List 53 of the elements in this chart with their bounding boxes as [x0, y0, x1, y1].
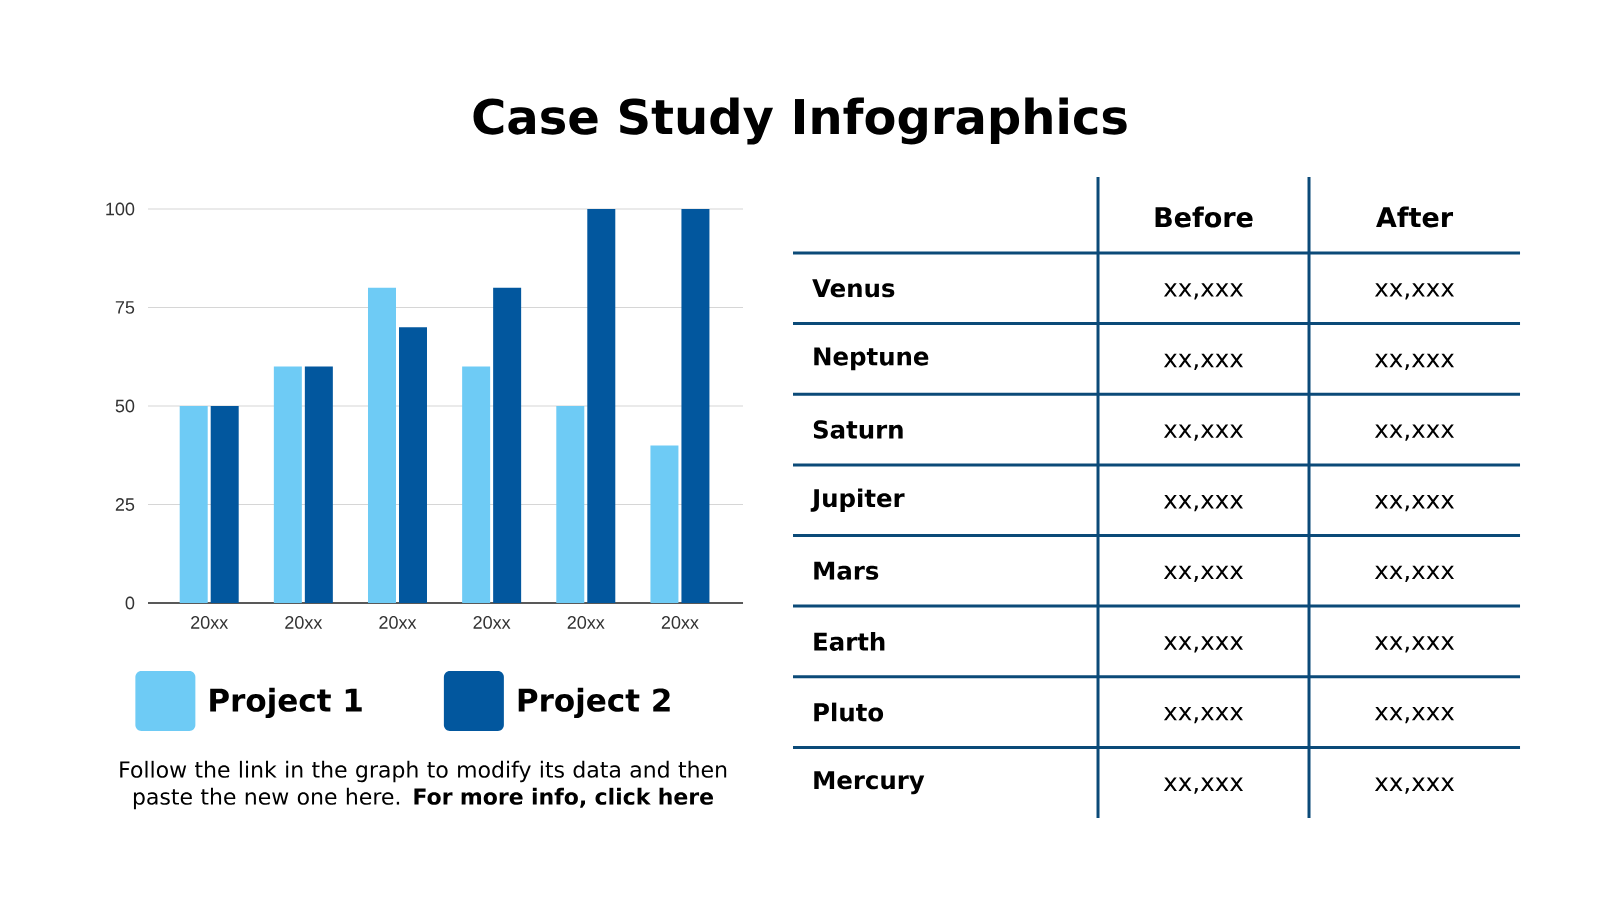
bar [304, 366, 333, 603]
x-tick-label: 20xx [191, 616, 229, 629]
bar [650, 445, 679, 603]
bar [493, 287, 522, 603]
category-label: Venus [812, 279, 895, 298]
category-label: Saturn [813, 420, 903, 439]
text: xx,xxx [1163, 777, 1244, 794]
legend-label: Project 2 [518, 687, 670, 719]
y-tick-label: 75 [115, 301, 135, 314]
bar [681, 209, 710, 603]
text: xx,xxx [1163, 424, 1244, 441]
category-label: Pluto [814, 702, 884, 722]
x-tick-label: 20xx [379, 616, 417, 629]
bar [462, 366, 491, 603]
bar [273, 366, 302, 603]
text: xx,xxx [1374, 424, 1455, 441]
text: xx,xxx [1163, 495, 1244, 512]
text: xx,xxx [1374, 495, 1455, 512]
category-label: After [1376, 206, 1454, 228]
y-tick-label: 0 [125, 596, 135, 610]
text: xx,xxx [1163, 636, 1244, 653]
text: xx,xxx [1374, 565, 1455, 582]
bar [587, 209, 616, 603]
x-tick-label: 20xx [473, 616, 511, 629]
x-tick-label: 20xx [661, 616, 699, 629]
category-label: Mars [814, 561, 879, 580]
category-label: Mercury [814, 771, 925, 795]
text: xx,xxx [1374, 636, 1455, 653]
category-label: Before [1155, 206, 1253, 228]
text: xx,xxx [1163, 706, 1244, 724]
x-tick-label: 20xx [567, 616, 605, 629]
text: xx,xxx [1374, 777, 1455, 794]
y-tick-label: 25 [115, 498, 135, 511]
category-label: Jupiter [810, 488, 905, 512]
chart-title: Case Study Infographics [473, 97, 1127, 145]
y-tick-label: 100 [106, 202, 135, 216]
y-tick-label: 50 [115, 399, 135, 413]
bar [179, 406, 208, 603]
text: Follow the link in the graph to modify its data and then paste the new one here. For more info, click here [120, 760, 727, 810]
text: xx,xxx [1163, 353, 1244, 371]
text: xx,xxx [1374, 283, 1455, 300]
x-tick-label: 20xx [285, 616, 323, 629]
bar [367, 287, 396, 603]
text: xx,xxx [1163, 283, 1244, 300]
text: xx,xxx [1374, 353, 1455, 371]
text: xx,xxx [1374, 706, 1455, 724]
category-label: Neptune [814, 347, 929, 371]
bar [210, 406, 239, 603]
category-label: Earth [814, 632, 885, 651]
legend-label: Project 1 [210, 687, 362, 719]
text: xx,xxx [1163, 565, 1244, 582]
bar [398, 327, 427, 603]
bar [556, 406, 585, 603]
